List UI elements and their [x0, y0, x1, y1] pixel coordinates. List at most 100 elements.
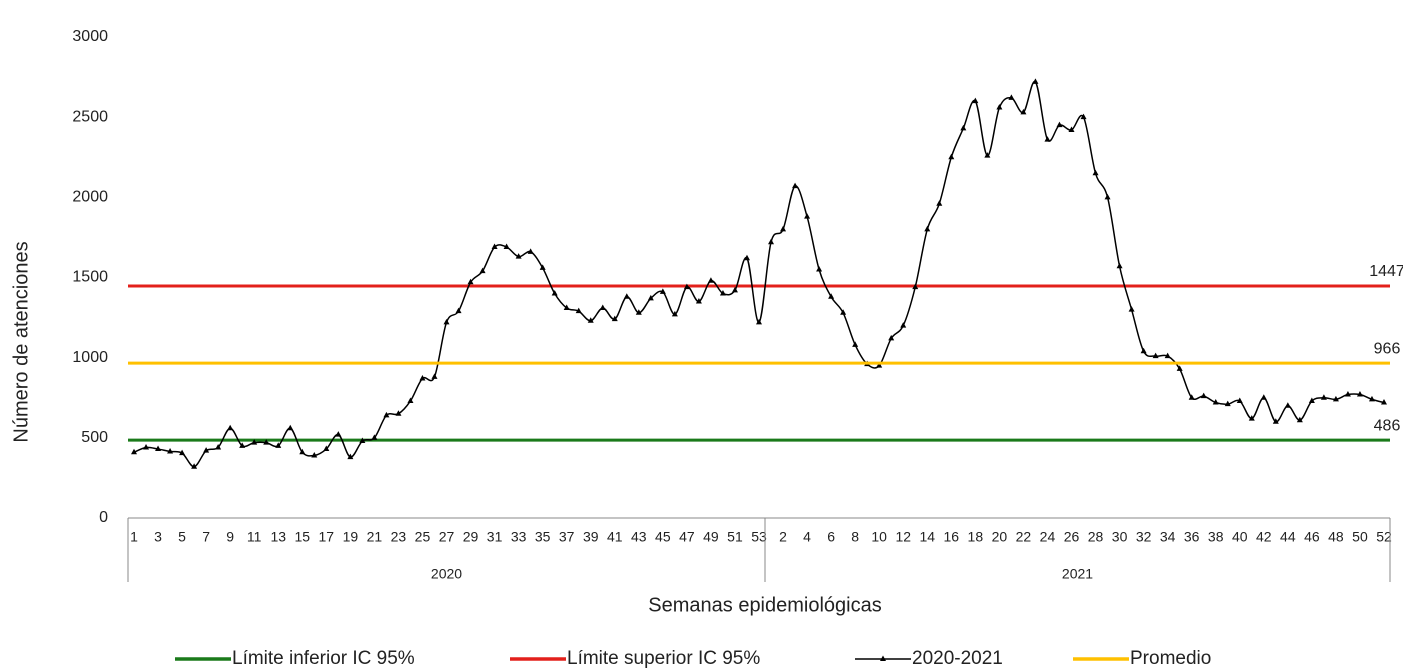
marker — [1236, 397, 1243, 403]
marker — [1200, 392, 1207, 399]
x-tick-label: 29 — [463, 529, 479, 545]
x-tick-label: 14 — [919, 529, 935, 545]
marker — [828, 293, 835, 299]
x-tick-label: 47 — [679, 529, 695, 545]
marker — [1068, 126, 1075, 132]
marker — [551, 290, 558, 296]
x-tick-label: 15 — [294, 529, 310, 545]
marker — [1092, 169, 1099, 176]
marker — [179, 449, 186, 456]
marker — [816, 265, 823, 272]
marker — [563, 304, 570, 310]
marker — [599, 304, 606, 310]
marker — [359, 437, 366, 444]
marker — [287, 424, 294, 431]
x-tick-label: 17 — [319, 529, 335, 545]
x-tick-label: 22 — [1016, 529, 1032, 545]
marker — [780, 225, 787, 232]
x-tick-label: 12 — [895, 529, 911, 545]
marker — [431, 373, 438, 379]
x-tick-label: 13 — [270, 529, 286, 545]
marker — [443, 318, 450, 325]
marker — [419, 375, 426, 381]
x-tick-label: 19 — [343, 529, 359, 545]
x-tick-label: 38 — [1208, 529, 1224, 545]
marker — [1188, 394, 1195, 400]
marker — [191, 463, 198, 469]
x-tick-label: 52 — [1376, 529, 1392, 545]
marker — [251, 439, 258, 445]
x-tick-label: 35 — [535, 529, 551, 545]
marker — [395, 410, 402, 416]
x-tick-label: 4 — [803, 529, 811, 545]
x-tick-label: 37 — [559, 529, 575, 545]
marker — [155, 445, 162, 452]
marker — [768, 238, 775, 245]
x-tick-label: 16 — [944, 529, 960, 545]
x-tick-label: 20 — [992, 529, 1008, 545]
marker — [323, 445, 330, 452]
marker — [948, 153, 955, 160]
marker — [743, 254, 750, 261]
marker — [371, 434, 378, 440]
marker — [479, 267, 486, 274]
y-tick-label: 3000 — [72, 28, 108, 45]
marker — [539, 264, 546, 270]
x-tick-label: 39 — [583, 529, 599, 545]
x-tick-label: 49 — [703, 529, 719, 545]
marker — [1368, 395, 1375, 402]
marker — [1176, 365, 1183, 371]
x-tick-label: 23 — [391, 529, 407, 545]
marker — [707, 277, 714, 283]
marker — [407, 397, 414, 403]
marker — [275, 442, 282, 448]
marker — [1104, 193, 1111, 200]
x-tick-label: 25 — [415, 529, 431, 545]
x-tick-label: 46 — [1304, 529, 1320, 545]
marker — [1056, 121, 1063, 128]
x-tick-label: 40 — [1232, 529, 1248, 545]
x-tick-label: 41 — [607, 529, 623, 545]
marker — [491, 243, 498, 250]
x-tick-label: 31 — [487, 529, 503, 545]
marker — [1248, 415, 1255, 421]
marker — [1308, 397, 1315, 403]
marker — [1344, 391, 1351, 397]
marker — [455, 307, 462, 314]
marker — [575, 307, 582, 314]
legend-label: 2020-2021 — [912, 648, 1003, 668]
marker — [659, 288, 666, 294]
y-tick-label: 2000 — [72, 189, 108, 206]
marker — [311, 451, 318, 458]
marker — [924, 225, 931, 232]
marker — [623, 293, 630, 299]
marker — [203, 447, 210, 453]
marker — [731, 286, 738, 293]
marker — [239, 442, 246, 448]
x-tick-label: 30 — [1112, 529, 1128, 545]
y-tick-label: 1000 — [72, 349, 108, 366]
marker — [1272, 418, 1279, 424]
marker — [756, 318, 762, 325]
x-tick-label: 33 — [511, 529, 527, 545]
marker — [515, 253, 522, 259]
marker — [299, 448, 306, 455]
marker — [227, 424, 234, 431]
marker — [647, 294, 654, 301]
marker — [912, 283, 919, 290]
marker — [984, 152, 991, 158]
x-tick-label: 18 — [968, 529, 984, 545]
marker — [1284, 402, 1291, 408]
x-tick-label: 44 — [1280, 529, 1296, 545]
marker — [143, 443, 150, 450]
marker — [683, 283, 690, 290]
value-label: 966 — [1374, 340, 1401, 357]
marker — [1128, 306, 1135, 312]
x-tick-label: 28 — [1088, 529, 1104, 545]
marker — [1032, 78, 1039, 84]
marker — [1140, 347, 1147, 354]
marker — [960, 124, 967, 131]
x-tick-label: 42 — [1256, 529, 1272, 545]
marker — [635, 309, 642, 315]
group-label: 2020 — [431, 566, 462, 582]
